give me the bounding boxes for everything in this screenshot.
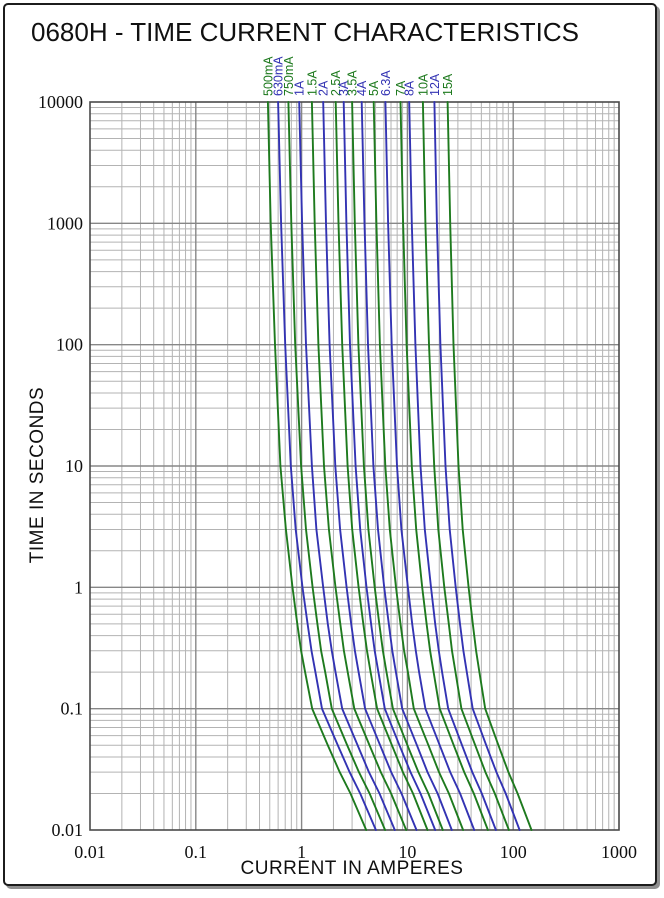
y-tick-label: 1000 <box>47 213 83 233</box>
curve-label-3.5A: 3.5A <box>346 70 360 96</box>
curve-7A <box>399 101 489 831</box>
x-tick-label: 0.01 <box>74 842 106 862</box>
curve-label-3A: 3A <box>337 80 351 96</box>
curve-label-2A: 2A <box>317 80 331 96</box>
curve-label-7A: 7A <box>394 80 408 96</box>
curve-label-5A: 5A <box>367 80 381 96</box>
curve-label-6.3A: 6.3A <box>379 70 393 96</box>
curve-label-8A: 8A <box>403 80 417 96</box>
curve-15A <box>446 101 533 831</box>
x-tick-label: 1 <box>297 842 306 862</box>
curve-label-15A: 15A <box>441 73 455 96</box>
curve-3A <box>342 101 437 831</box>
y-tick-label: 1 <box>74 577 83 597</box>
x-tick-label: 1000 <box>601 842 637 862</box>
curve-8A <box>408 101 497 831</box>
plot-frame <box>89 101 620 831</box>
curve-5A <box>372 101 465 831</box>
curve-12A <box>433 101 521 831</box>
x-axis-title: CURRENT IN AMPERES <box>240 858 464 879</box>
curve-label-2.5A: 2.5A <box>329 70 343 96</box>
chart-title: 0680H - TIME CURRENT CHARACTERISTICS <box>30 17 580 47</box>
curve-3.5A <box>351 101 444 831</box>
curve-label-10A: 10A <box>416 73 430 96</box>
curve-4A <box>360 101 453 831</box>
curve-label-500mA: 500mA <box>261 56 275 96</box>
curve-1A <box>298 101 396 831</box>
curve-500mA <box>266 101 368 831</box>
curve-label-630mA: 630mA <box>272 56 286 96</box>
x-tick-label: 100 <box>500 842 527 862</box>
y-tick-label: 10 <box>65 456 83 476</box>
curve-1.5A <box>310 101 408 831</box>
curve-630mA <box>277 101 377 831</box>
y-tick-label: 100 <box>56 335 83 355</box>
time-current-chart: 500mA630mA750mA1A1.5A2A2.5A3A3.5A4A5A6.3… <box>38 56 637 862</box>
y-tick-label: 0.1 <box>61 699 84 719</box>
y-tick-label: 10000 <box>38 92 83 112</box>
x-tick-label: 0.1 <box>185 842 208 862</box>
curve-label-12A: 12A <box>428 73 442 96</box>
curve-label-4A: 4A <box>355 80 369 96</box>
x-tick-label: 10 <box>398 842 416 862</box>
curve-label-750mA: 750mA <box>282 56 296 96</box>
curve-label-1A: 1A <box>293 80 307 96</box>
curve-2.5A <box>334 101 429 831</box>
curve-750mA <box>287 101 387 831</box>
curve-10A <box>421 101 510 831</box>
curve-2A <box>322 101 418 831</box>
chart-page: 0680H - TIME CURRENT CHARACTERISTICS TIM… <box>3 3 657 886</box>
y-tick-label: 0.01 <box>52 820 84 840</box>
curve-label-1.5A: 1.5A <box>305 70 319 96</box>
curve-6.3A <box>384 101 476 831</box>
